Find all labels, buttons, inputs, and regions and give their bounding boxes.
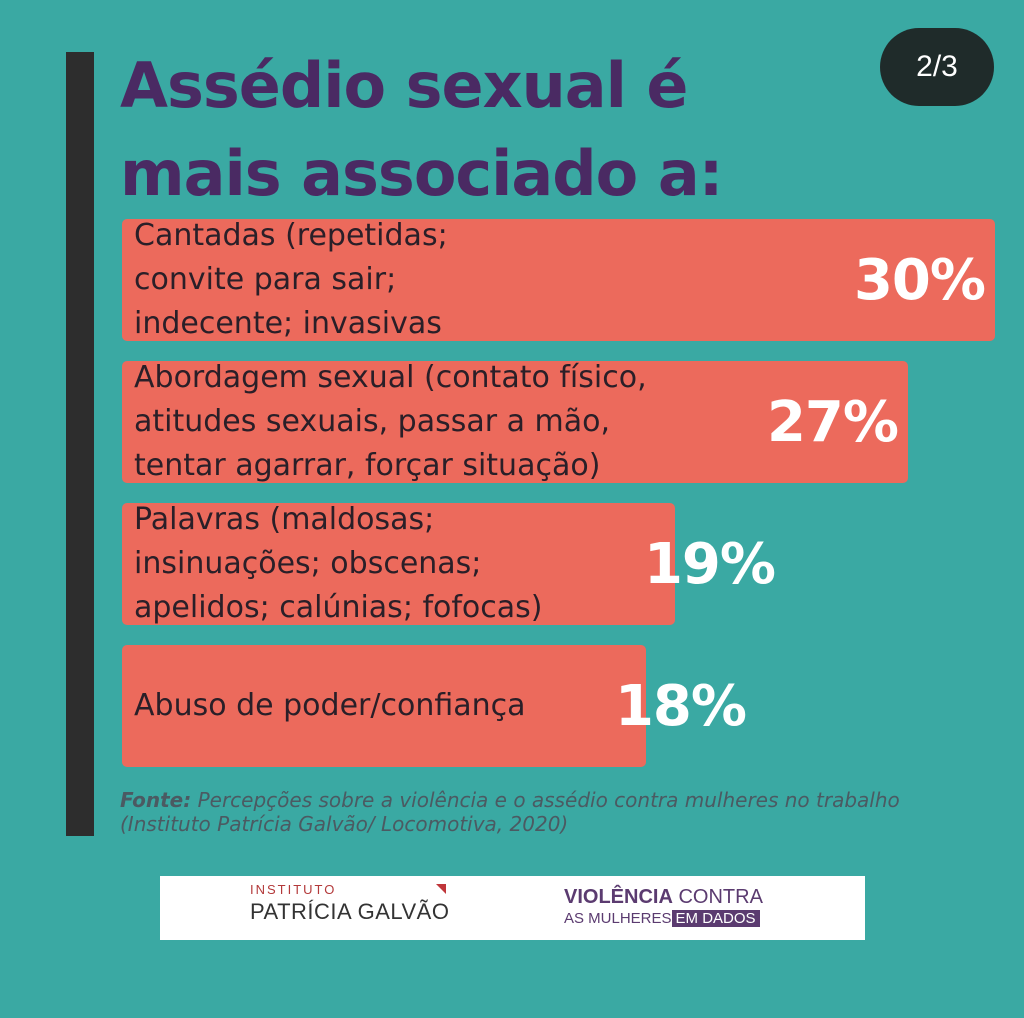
logo-violencia-text: VIOLÊNCIA <box>564 886 673 908</box>
bar-category-label: Palavras (maldosas; insinuações; obscena… <box>134 502 543 625</box>
bar-value-label: 30% <box>853 247 986 313</box>
accent-vertical-bar <box>66 52 94 836</box>
source-label: Fonte: <box>120 788 192 812</box>
logo-instituto-text: INSTITUTO <box>250 882 337 897</box>
title-line-1: Assédio sexual é <box>120 49 688 122</box>
bar-category-label: Abuso de poder/confiança <box>134 688 526 723</box>
bar <box>122 503 675 625</box>
page-indicator-badge: 2/3 <box>880 28 994 106</box>
title-line-2: mais associado a: <box>120 137 723 211</box>
chart-title: Assédio sexual é mais associado a: <box>120 42 723 218</box>
logo-contra-text: CONTRA <box>672 886 763 908</box>
bar-category-label: Cantadas (repetidas; convite para sair; … <box>134 218 448 341</box>
logo-patricia-galvao-text: PATRÍCIA GALVÃO <box>250 899 450 924</box>
bar <box>122 645 646 767</box>
logo-as-mulheres-text: AS MULHERES <box>564 910 672 927</box>
bar-value-label: 19% <box>643 531 776 597</box>
bar-value-label: 18% <box>614 673 747 739</box>
source-note: Fonte: Percepções sobre a violência e o … <box>120 788 920 836</box>
bar <box>122 219 995 341</box>
instituto-patricia-galvao-logo: INSTITUTO PATRÍCIA GALVÃO <box>250 882 449 925</box>
violencia-contra-mulheres-logo: VIOLÊNCIA CONTRA AS MULHERES EM DADOS <box>564 886 763 927</box>
bar <box>122 361 908 483</box>
bar-value-label: 27% <box>766 389 899 455</box>
bar-category-label: Abordagem sexual (contato físico, atitud… <box>134 360 647 483</box>
source-text: Percepções sobre a violência e o assédio… <box>120 788 900 836</box>
logos-strip: INSTITUTO PATRÍCIA GALVÃO VIOLÊNCIA CONT… <box>160 876 865 940</box>
logo-corner-mark-icon <box>436 884 446 894</box>
logo-em-dados-tag: EM DADOS <box>671 910 760 927</box>
